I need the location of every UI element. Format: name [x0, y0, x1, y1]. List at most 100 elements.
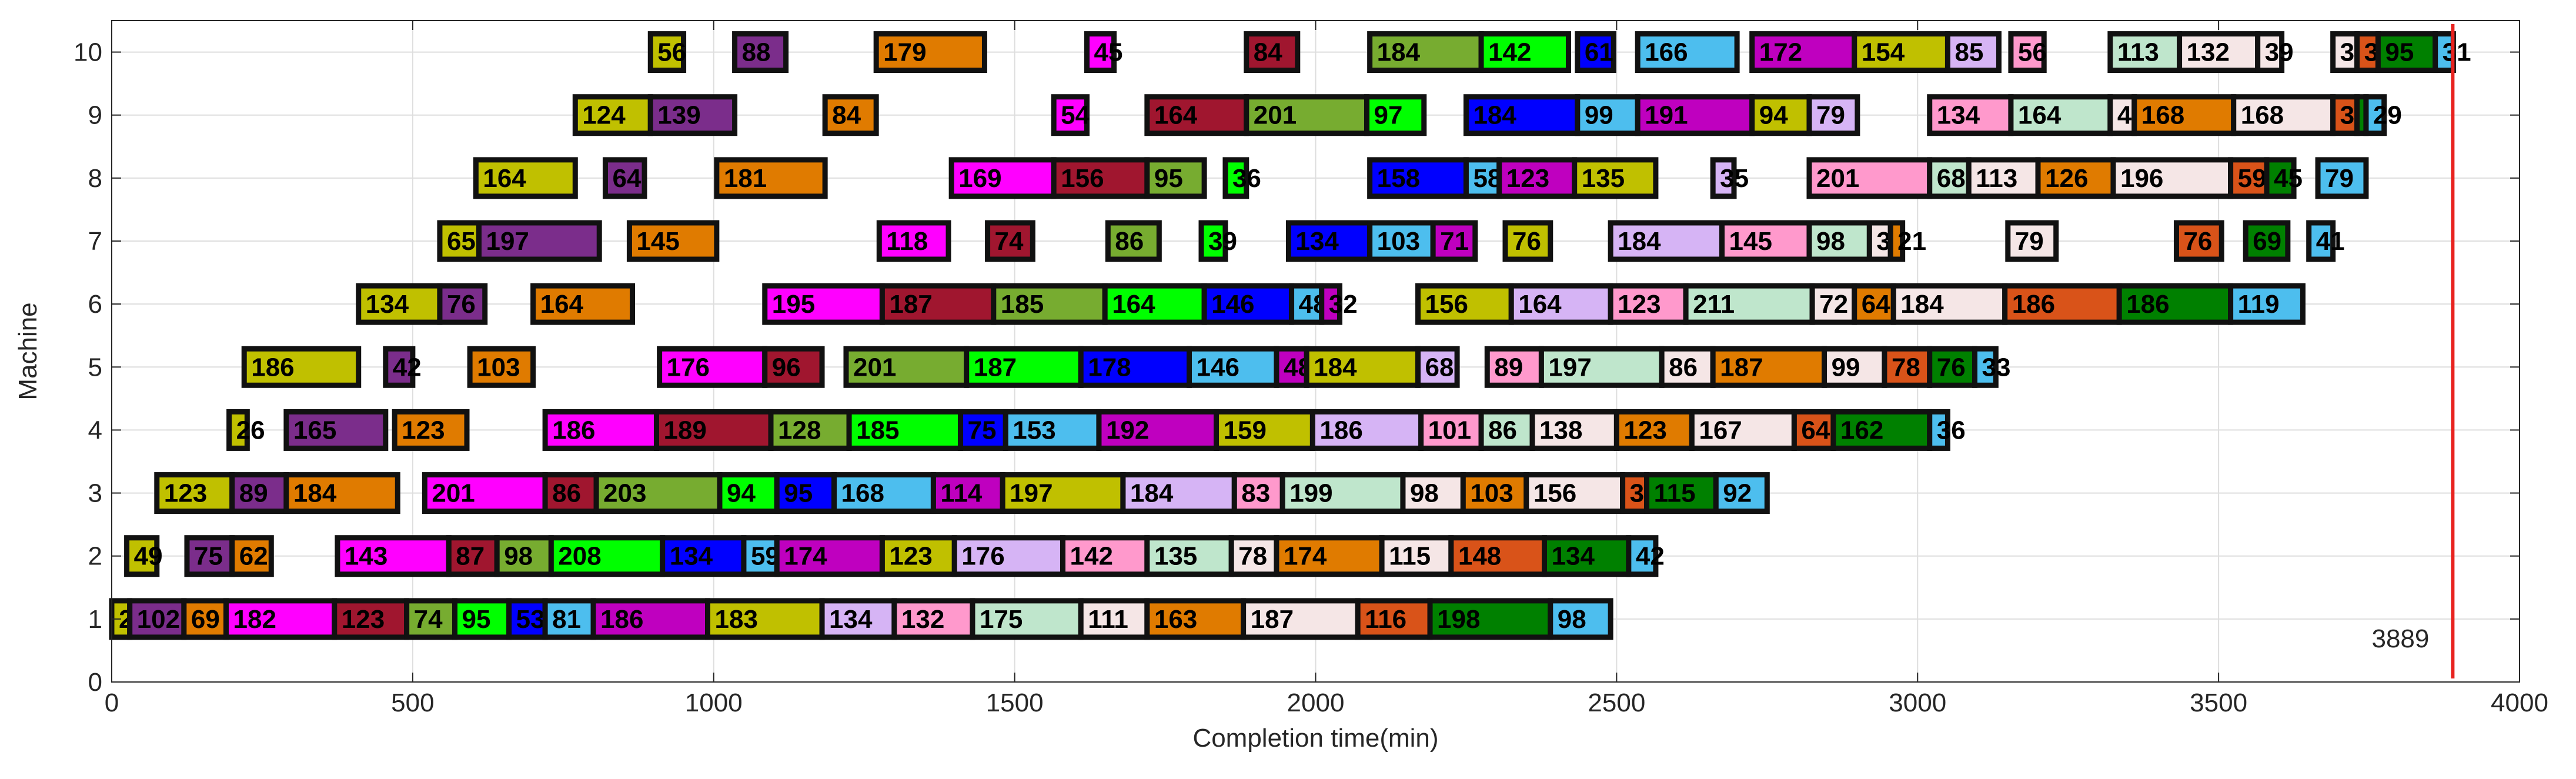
task-bar-label: 65	[447, 227, 476, 256]
task-bar-label: 72	[1819, 290, 1848, 319]
makespan-label: 3889	[2371, 624, 2429, 653]
task-bar-label: 145	[1729, 227, 1772, 256]
x-tick-label: 2500	[1588, 688, 1645, 717]
x-tick-label: 1000	[685, 688, 743, 717]
task-bar	[1719, 220, 1812, 262]
task-bar	[437, 283, 488, 325]
task-bar-label: 168	[841, 479, 884, 508]
task-bar	[1102, 283, 1207, 325]
task-bar-label: 35	[1720, 164, 1749, 193]
task-bar	[1187, 346, 1279, 388]
task-bar	[602, 157, 647, 199]
task-bar	[1244, 31, 1301, 73]
task-bar	[2005, 220, 2059, 262]
task-bar	[2228, 283, 2306, 325]
task-bar	[223, 598, 338, 640]
task-bar	[1460, 472, 1529, 514]
task-bar-label: 164	[2018, 101, 2062, 130]
task-bar-label: 54	[1061, 101, 1090, 130]
task-bar-label: 156	[1533, 479, 1576, 508]
x-tick-label: 3500	[2190, 688, 2247, 717]
task-bar	[2315, 157, 2369, 199]
task-bar	[1542, 535, 1632, 577]
task-bar-label: 123	[1506, 164, 1549, 193]
task-bar	[226, 409, 250, 451]
task-bar	[985, 220, 1035, 262]
task-bar	[1548, 598, 1613, 640]
task-bar	[1078, 346, 1192, 388]
task-bar	[590, 598, 711, 640]
task-bar	[762, 346, 825, 388]
task-bar-label: 59	[2238, 164, 2267, 193]
task-bar-label: 87	[456, 542, 485, 571]
task-bar	[732, 31, 789, 73]
task-bar	[2264, 157, 2297, 199]
task-bar-label: 162	[1840, 416, 1883, 444]
task-bar-label: 92	[1723, 479, 1752, 508]
task-bar-label: 197	[1010, 479, 1053, 508]
task-bar-label: 76	[2183, 227, 2212, 256]
y-tick-label: 1	[88, 605, 102, 634]
x-tick-label: 4000	[2491, 688, 2548, 717]
task-bar-label: 123	[164, 479, 207, 508]
task-bar-label: 142	[1488, 38, 1531, 67]
task-bar	[768, 409, 852, 451]
task-bar-label: 164	[540, 290, 584, 319]
task-bar-label: 184	[1314, 353, 1357, 382]
task-bar	[2173, 220, 2224, 262]
task-bar-label: 31	[2443, 38, 2471, 67]
task-bar	[626, 220, 720, 262]
task-bar-label: 179	[883, 38, 926, 67]
task-bar	[332, 598, 410, 640]
task-bar	[283, 472, 400, 514]
task-bar-label: 126	[2045, 164, 2088, 193]
task-bar	[572, 94, 653, 136]
task-bar-label: 139	[657, 101, 700, 130]
task-bar	[593, 472, 723, 514]
task-bar-label: 195	[772, 290, 815, 319]
task-bar-label: 154	[1862, 38, 1905, 67]
task-bar-label: 184	[1900, 290, 1944, 319]
task-bar-label: 143	[345, 542, 387, 571]
task-bar-label: 187	[974, 353, 1017, 382]
x-tick-label: 0	[105, 688, 119, 717]
task-bar-label: 75	[967, 416, 996, 444]
task-bar	[2107, 31, 2183, 73]
y-tick-label: 5	[88, 353, 102, 382]
task-bar-label: 192	[1106, 416, 1149, 444]
task-bar-label: 64	[612, 164, 641, 193]
x-tick-label: 1500	[986, 688, 1044, 717]
task-bar-label: 69	[2253, 227, 2281, 256]
task-bar-label: 83	[1241, 479, 1270, 508]
task-bar	[473, 157, 578, 199]
y-tick-label: 0	[88, 668, 102, 697]
task-bar-label: 53	[516, 605, 545, 634]
task-bar-label: 135	[1154, 542, 1197, 571]
task-bar-label: 74	[995, 227, 1024, 256]
y-tick-label: 9	[88, 101, 102, 130]
task-bar	[1367, 31, 1484, 73]
task-bar	[1887, 220, 1906, 262]
task-bar-label: 41	[2316, 227, 2345, 256]
task-bar	[1713, 472, 1770, 514]
task-bar-label: 76	[1512, 227, 1541, 256]
task-bar	[1201, 283, 1295, 325]
task-bar	[1575, 31, 1616, 73]
task-bar	[1484, 346, 1544, 388]
task-bar-label: 64	[1862, 290, 1890, 319]
task-bar-label: 69	[191, 605, 220, 634]
y-tick-label: 2	[88, 542, 102, 571]
task-bar-label: 172	[1759, 38, 1802, 67]
task-bar	[1051, 157, 1150, 199]
y-tick-label: 10	[73, 38, 102, 67]
task-bar-label: 88	[742, 38, 771, 67]
task-bar-label: 103	[477, 353, 520, 382]
task-bar	[229, 535, 274, 577]
task-bar	[1635, 94, 1755, 136]
task-bar-label: 68	[1425, 353, 1454, 382]
task-bar	[2306, 220, 2336, 262]
task-bar-label: 86	[1115, 227, 1144, 256]
task-bar	[1478, 31, 1571, 73]
task-bar-label: 78	[1892, 353, 1920, 382]
